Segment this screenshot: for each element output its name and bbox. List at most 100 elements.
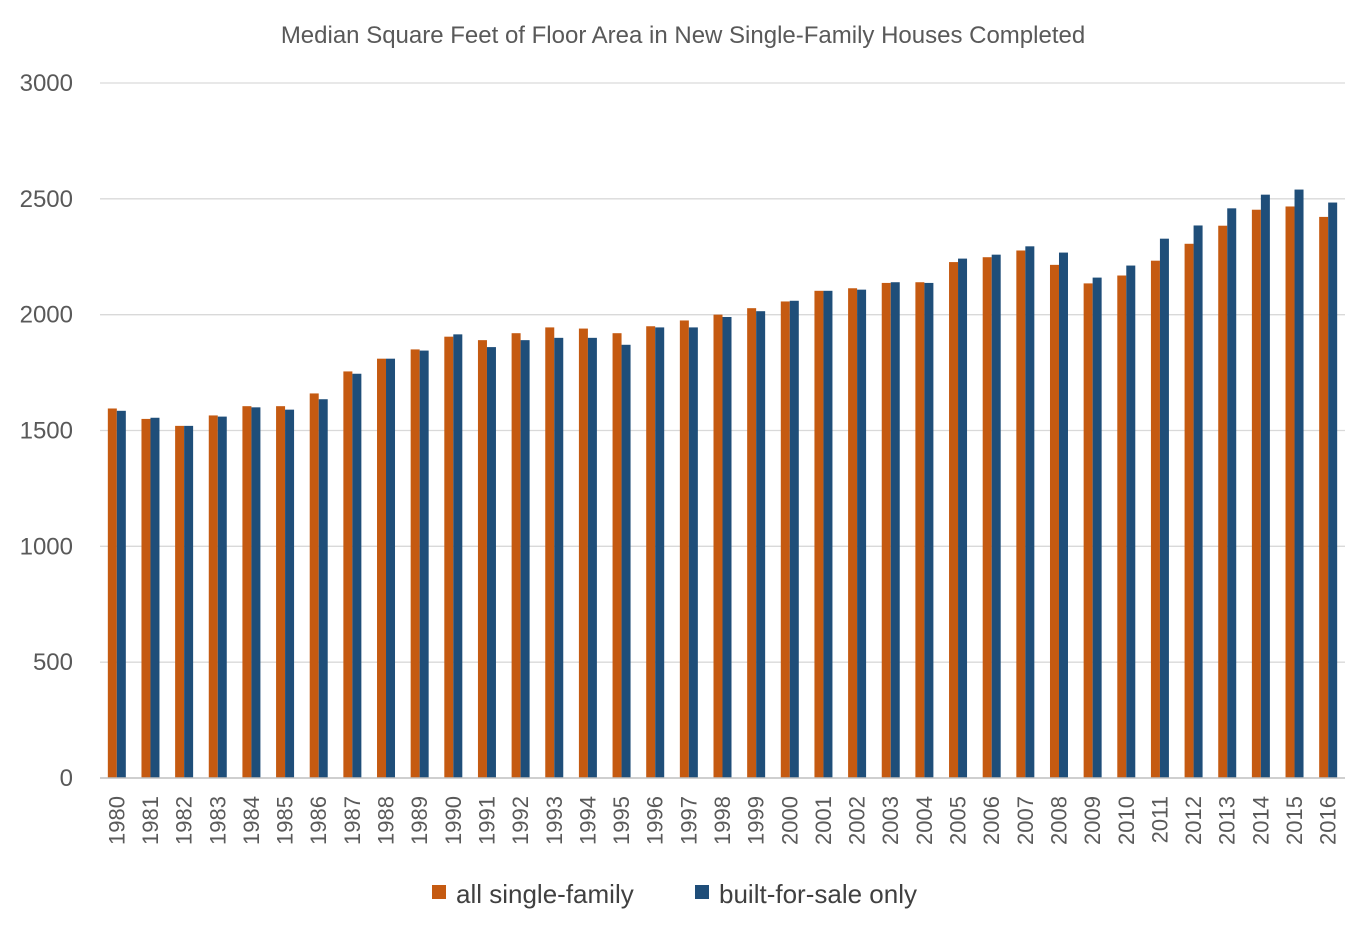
bar-all-single-family-2011 <box>1150 260 1160 778</box>
x-tick-label: 2016 <box>1316 796 1341 845</box>
y-tick-label: 1500 <box>20 418 73 445</box>
bar-all-single-family-1986 <box>309 393 319 778</box>
bar-all-single-family-2013 <box>1218 225 1228 778</box>
bar-built-for-sale-1996 <box>655 327 665 778</box>
bar-all-single-family-2002 <box>848 288 858 778</box>
bar-all-single-family-2014 <box>1251 209 1261 778</box>
bar-all-single-family-1982 <box>175 425 185 778</box>
bar-all-single-family-1981 <box>141 418 151 778</box>
bar-all-single-family-2001 <box>814 290 824 778</box>
y-tick-label: 2000 <box>20 302 73 329</box>
bar-built-for-sale-1988 <box>386 358 396 778</box>
bar-all-single-family-1990 <box>444 336 454 778</box>
x-axis-ticks: 1980 1981 1982 1983 1984 1985 1986 1987 1988 1989… <box>104 796 1340 845</box>
bar-all-single-family-2016 <box>1319 216 1329 779</box>
bar-built-for-sale-1997 <box>688 327 698 778</box>
legend-swatch-built-for-sale <box>695 885 709 899</box>
bar-built-for-sale-2012 <box>1193 225 1203 779</box>
x-tick-label: 2013 <box>1215 796 1240 845</box>
bar-built-for-sale-2014 <box>1260 194 1270 778</box>
bar-built-for-sale-1982 <box>184 425 194 778</box>
bar-built-for-sale-2015 <box>1294 189 1304 779</box>
bar-all-single-family-1984 <box>242 406 252 778</box>
bar-built-for-sale-2006 <box>991 254 1001 779</box>
bar-built-for-sale-1986 <box>318 399 328 778</box>
bar-all-single-family-1993 <box>545 327 555 778</box>
bar-all-single-family-2012 <box>1184 243 1194 778</box>
bar-built-for-sale-1983 <box>217 416 227 778</box>
x-tick-label: 2011 <box>1147 796 1172 843</box>
x-tick-label: 2007 <box>1013 796 1038 845</box>
x-tick-label: 1990 <box>441 796 466 845</box>
bar-built-for-sale-2003 <box>890 282 900 778</box>
bar-built-for-sale-1992 <box>520 340 530 778</box>
bar-built-for-sale-1993 <box>554 337 564 778</box>
bar-built-for-sale-1981 <box>150 417 160 778</box>
bar-built-for-sale-1990 <box>453 334 463 778</box>
y-tick-label: 0 <box>60 765 73 792</box>
x-tick-label: 2015 <box>1282 796 1307 845</box>
bar-all-single-family-2005 <box>949 262 959 778</box>
bar-all-single-family-1997 <box>679 320 689 778</box>
bar-built-for-sale-2008 <box>1058 252 1068 778</box>
x-tick-label: 1985 <box>273 796 298 845</box>
bar-all-single-family-1985 <box>276 406 286 778</box>
x-tick-label: 1995 <box>609 796 634 845</box>
x-tick-label: 1997 <box>676 796 701 845</box>
x-tick-label: 1994 <box>575 796 600 845</box>
bar-all-single-family-2004 <box>915 282 925 778</box>
legend: all single-family built-for-sale only <box>432 879 917 909</box>
bar-built-for-sale-1989 <box>419 350 429 778</box>
chart-title: Median Square Feet of Floor Area in New … <box>281 22 1085 49</box>
x-tick-label: 2002 <box>845 796 870 845</box>
bar-built-for-sale-1994 <box>587 337 597 778</box>
x-tick-label: 2010 <box>1114 796 1139 845</box>
bar-built-for-sale-2005 <box>958 258 968 778</box>
bar-built-for-sale-2013 <box>1227 208 1237 778</box>
x-tick-label: 1982 <box>172 796 197 845</box>
y-axis-ticks: 0 500 1000 1500 2000 2500 3000 <box>20 70 73 792</box>
bar-all-single-family-2006 <box>982 257 992 778</box>
bar-built-for-sale-1991 <box>486 347 496 778</box>
x-tick-label: 1983 <box>205 796 230 845</box>
x-tick-label: 1980 <box>104 796 129 845</box>
bar-all-single-family-1987 <box>343 371 353 778</box>
x-tick-label: 1989 <box>407 796 432 845</box>
x-tick-label: 1993 <box>542 796 567 845</box>
x-tick-label: 1981 <box>138 796 163 845</box>
bar-all-single-family-1994 <box>578 328 588 778</box>
bar-all-single-family-1999 <box>747 308 757 778</box>
bar-all-single-family-2000 <box>780 301 790 778</box>
bar-built-for-sale-1987 <box>352 373 362 778</box>
bar-all-single-family-2010 <box>1117 275 1127 778</box>
x-tick-label: 1984 <box>239 796 264 845</box>
bar-all-single-family-1988 <box>377 358 387 778</box>
bar-built-for-sale-1999 <box>756 311 766 778</box>
bar-all-single-family-1991 <box>477 340 487 778</box>
bar-all-single-family-2003 <box>881 282 891 778</box>
bar-all-single-family-2007 <box>1016 250 1026 778</box>
bar-all-single-family-2008 <box>1049 264 1059 778</box>
x-tick-label: 1986 <box>306 796 331 845</box>
legend-swatch-all-single-family <box>432 885 446 899</box>
x-tick-label: 1992 <box>508 796 533 845</box>
x-tick-label: 2003 <box>878 796 903 845</box>
x-tick-label: 1998 <box>710 796 735 845</box>
x-tick-label: 2006 <box>979 796 1004 845</box>
y-tick-label: 1000 <box>20 533 73 560</box>
bar-built-for-sale-2010 <box>1126 265 1136 778</box>
bar-built-for-sale-2001 <box>823 290 833 778</box>
bar-all-single-family-1989 <box>410 349 420 778</box>
bar-built-for-sale-2007 <box>1025 246 1035 778</box>
x-tick-label: 1991 <box>474 796 499 845</box>
bar-built-for-sale-2000 <box>789 300 799 778</box>
bar-all-single-family-1996 <box>646 326 656 778</box>
x-tick-label: 2000 <box>777 796 802 845</box>
bar-all-single-family-2009 <box>1083 283 1093 778</box>
bar-all-single-family-1998 <box>713 314 723 778</box>
x-tick-label: 2004 <box>912 796 937 845</box>
x-tick-label: 2009 <box>1080 796 1105 845</box>
bar-built-for-sale-2011 <box>1159 238 1169 778</box>
x-tick-label: 2001 <box>811 796 836 845</box>
